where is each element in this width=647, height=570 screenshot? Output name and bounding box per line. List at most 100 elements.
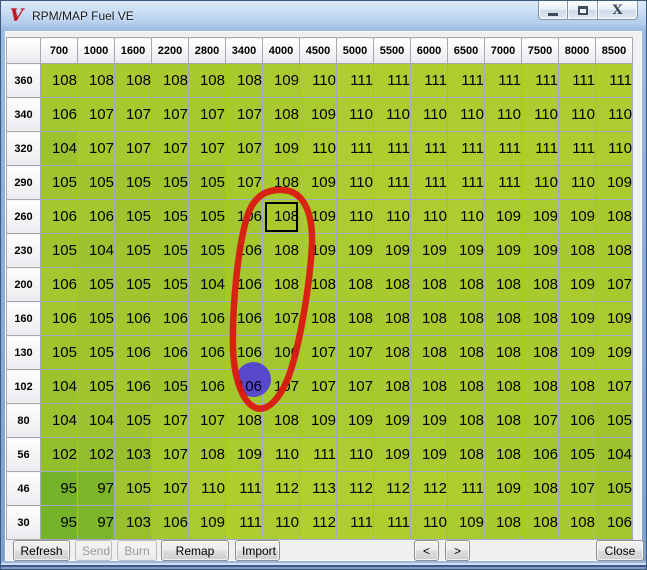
ve-cell[interactable]: 105: [77, 369, 115, 404]
ve-cell[interactable]: 107: [188, 403, 226, 438]
ve-cell[interactable]: 105: [77, 335, 115, 370]
ve-cell[interactable]: 105: [188, 233, 226, 268]
ve-cell[interactable]: 104: [595, 437, 633, 472]
ve-cell[interactable]: 109: [558, 267, 596, 302]
ve-cell[interactable]: 110: [336, 165, 374, 200]
ve-cell[interactable]: 110: [595, 131, 633, 166]
ve-cell[interactable]: 109: [447, 505, 485, 540]
ve-cell[interactable]: 108: [410, 267, 448, 302]
ve-cell[interactable]: 105: [77, 165, 115, 200]
ve-cell[interactable]: 105: [114, 267, 152, 302]
ve-cell[interactable]: 111: [410, 165, 448, 200]
ve-cell[interactable]: 106: [40, 301, 78, 336]
ve-cell[interactable]: 111: [373, 63, 411, 98]
ve-cell[interactable]: 109: [484, 199, 522, 234]
ve-cell[interactable]: 112: [336, 471, 374, 506]
ve-cell[interactable]: 112: [299, 505, 337, 540]
ve-cell[interactable]: 109: [595, 335, 633, 370]
ve-cell[interactable]: 109: [299, 403, 337, 438]
ve-cell[interactable]: 111: [558, 131, 596, 166]
ve-cell[interactable]: 108: [447, 301, 485, 336]
ve-cell[interactable]: 108: [262, 165, 300, 200]
ve-cell[interactable]: 110: [558, 165, 596, 200]
ve-cell[interactable]: 111: [225, 471, 263, 506]
ve-cell[interactable]: 108: [77, 63, 115, 98]
ve-cell[interactable]: 108: [484, 505, 522, 540]
ve-cell[interactable]: 106: [225, 335, 263, 370]
ve-cell[interactable]: 109: [410, 437, 448, 472]
ve-cell[interactable]: 106: [151, 301, 189, 336]
ve-cell[interactable]: 109: [595, 165, 633, 200]
ve-cell[interactable]: 109: [262, 131, 300, 166]
ve-cell[interactable]: 111: [410, 131, 448, 166]
ve-cell[interactable]: 108: [114, 63, 152, 98]
ve-cell[interactable]: 110: [262, 505, 300, 540]
ve-cell[interactable]: 109: [262, 63, 300, 98]
ve-cell[interactable]: 107: [262, 301, 300, 336]
ve-cell[interactable]: 105: [595, 471, 633, 506]
ve-cell[interactable]: 110: [188, 471, 226, 506]
ve-cell[interactable]: 108: [521, 267, 559, 302]
ve-cell[interactable]: 110: [410, 505, 448, 540]
ve-cell[interactable]: 108: [447, 369, 485, 404]
ve-cell[interactable]: 105: [151, 267, 189, 302]
ve-cell[interactable]: 105: [77, 301, 115, 336]
ve-cell[interactable]: 107: [336, 369, 374, 404]
ve-cell[interactable]: 107: [77, 131, 115, 166]
ve-cell[interactable]: 110: [521, 97, 559, 132]
ve-cell[interactable]: 106: [40, 97, 78, 132]
ve-cell[interactable]: 106: [188, 369, 226, 404]
ve-cell[interactable]: 109: [558, 199, 596, 234]
ve-cell[interactable]: 105: [114, 403, 152, 438]
ve-cell[interactable]: 109: [336, 233, 374, 268]
ve-cell[interactable]: 109: [521, 199, 559, 234]
ve-cell[interactable]: 106: [521, 437, 559, 472]
ve-cell[interactable]: 97: [77, 505, 115, 540]
ve-cell[interactable]: 111: [373, 165, 411, 200]
remap-button[interactable]: Remap: [161, 540, 229, 561]
ve-cell[interactable]: 95: [40, 505, 78, 540]
ve-cell[interactable]: 106: [558, 403, 596, 438]
ve-cell[interactable]: 105: [151, 369, 189, 404]
ve-cell[interactable]: 106: [225, 301, 263, 336]
ve-cell[interactable]: 107: [336, 335, 374, 370]
ve-cell[interactable]: 108: [595, 233, 633, 268]
ve-cell[interactable]: 108: [373, 267, 411, 302]
ve-cell[interactable]: 106: [225, 369, 263, 404]
ve-cell[interactable]: 109: [373, 233, 411, 268]
ve-cell[interactable]: 107: [225, 97, 263, 132]
ve-cell[interactable]: 112: [262, 471, 300, 506]
ve-cell[interactable]: 109: [299, 97, 337, 132]
ve-cell[interactable]: 108: [484, 301, 522, 336]
ve-cell[interactable]: 111: [521, 131, 559, 166]
ve-cell[interactable]: 110: [262, 437, 300, 472]
ve-cell[interactable]: 108: [262, 199, 300, 234]
ve-cell[interactable]: 108: [410, 301, 448, 336]
ve-cell[interactable]: 108: [373, 301, 411, 336]
close-dialog-button[interactable]: Close: [596, 540, 644, 561]
ve-cell[interactable]: 108: [225, 63, 263, 98]
ve-cell[interactable]: 106: [262, 335, 300, 370]
ve-cell[interactable]: 105: [188, 165, 226, 200]
ve-cell[interactable]: 109: [373, 403, 411, 438]
ve-cell[interactable]: 108: [447, 403, 485, 438]
ve-cell[interactable]: 108: [299, 267, 337, 302]
ve-cell[interactable]: 108: [521, 471, 559, 506]
ve-cell[interactable]: 110: [595, 97, 633, 132]
ve-cell[interactable]: 109: [373, 437, 411, 472]
ve-cell[interactable]: 105: [114, 471, 152, 506]
ve-cell[interactable]: 108: [521, 369, 559, 404]
ve-cell[interactable]: 109: [558, 301, 596, 336]
ve-cell[interactable]: 107: [225, 131, 263, 166]
ve-cell[interactable]: 108: [484, 267, 522, 302]
ve-cell[interactable]: 105: [114, 199, 152, 234]
ve-cell[interactable]: 108: [447, 335, 485, 370]
burn-button[interactable]: Burn: [117, 540, 157, 561]
ve-cell[interactable]: 105: [188, 199, 226, 234]
ve-cell[interactable]: 107: [151, 97, 189, 132]
ve-cell[interactable]: 97: [77, 471, 115, 506]
ve-cell[interactable]: 103: [114, 437, 152, 472]
ve-cell[interactable]: 108: [484, 403, 522, 438]
ve-cell[interactable]: 108: [410, 369, 448, 404]
ve-cell[interactable]: 104: [77, 403, 115, 438]
